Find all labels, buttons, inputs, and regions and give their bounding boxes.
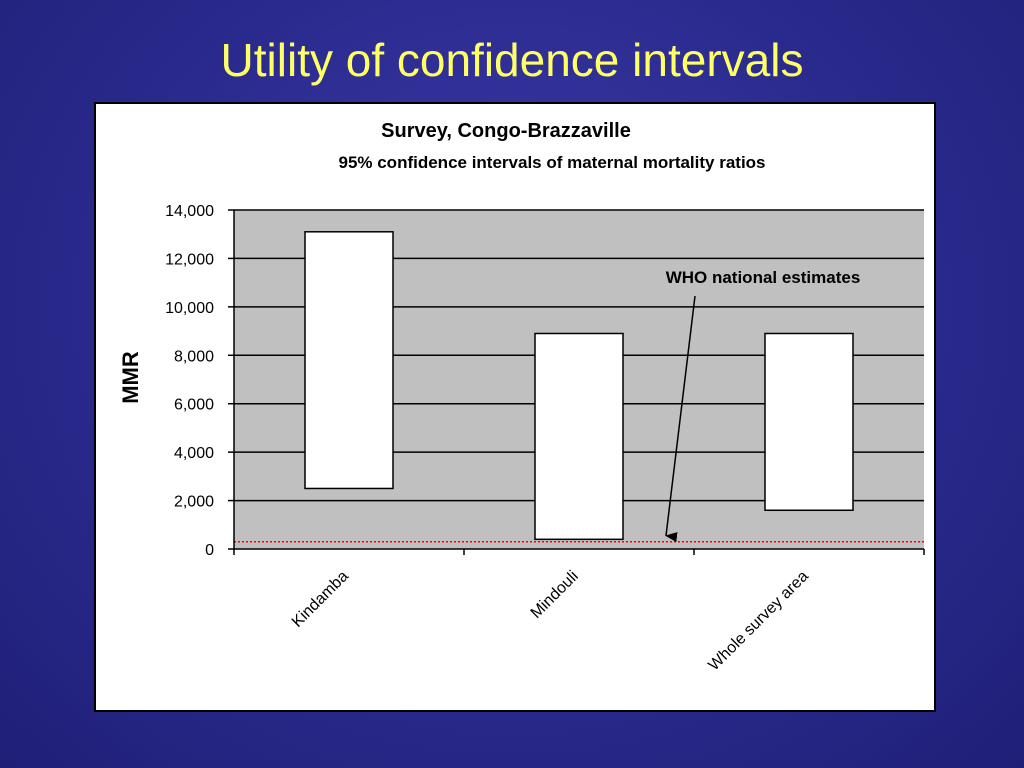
x-tick-label: Whole survey area xyxy=(705,568,811,674)
ci-bar xyxy=(304,231,394,490)
y-tick-label: 6,000 xyxy=(174,397,214,414)
y-tick-label: 2,000 xyxy=(174,494,214,511)
y-axis-ticks: 0 2,000 4,000 6,000 8,000 10,000 12,000 14,000 xyxy=(165,203,234,559)
ci-bar xyxy=(764,332,854,512)
y-tick-label: 8,000 xyxy=(174,348,214,365)
annotation-arrow xyxy=(665,295,696,543)
ci-bar xyxy=(534,332,624,541)
slide-title: Utility of confidence intervals xyxy=(220,34,804,86)
bars xyxy=(304,231,854,541)
x-tick-label: Kindamba xyxy=(289,568,352,631)
chart-title: Survey, Congo-Brazzaville xyxy=(381,120,631,142)
annotation-label: WHO national estimates xyxy=(666,268,861,287)
y-tick-label: 4,000 xyxy=(174,445,214,462)
x-tick-label: Mindouli xyxy=(528,568,582,622)
chart-subtitle: 95% confidence intervals of maternal mor… xyxy=(338,153,765,172)
axes xyxy=(233,210,924,550)
y-axis-label: MMR xyxy=(118,351,143,404)
y-tick-label: 14,000 xyxy=(165,203,214,220)
y-tick-label: 12,000 xyxy=(165,251,214,268)
x-axis-ticks: Kindamba Mindouli Whole survey area xyxy=(233,549,925,674)
y-tick-label: 0 xyxy=(205,542,214,559)
chart-panel: Survey, Congo-Brazzaville 95% confidence… xyxy=(94,102,936,712)
chart-svg: Survey, Congo-Brazzaville 95% confidence… xyxy=(118,120,925,674)
y-tick-label: 10,000 xyxy=(165,300,214,317)
